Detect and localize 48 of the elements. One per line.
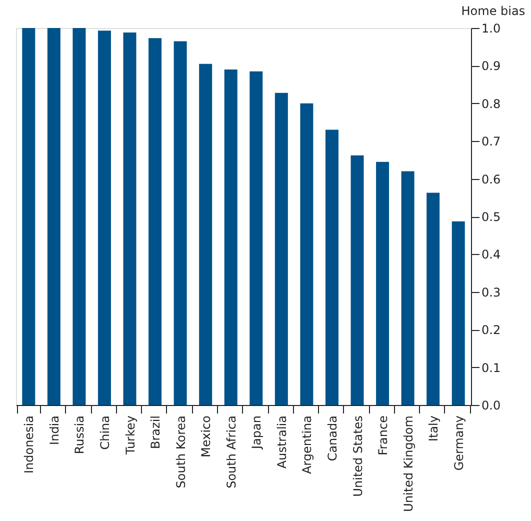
y-tick-label: 0.6: [482, 172, 501, 186]
bar: [350, 155, 364, 405]
x-tick-label: Brazil: [148, 416, 163, 449]
y-tick-label: 0.9: [482, 59, 501, 74]
y-tick-label: 0.4: [482, 248, 501, 262]
bar: [123, 32, 136, 405]
bar: [72, 28, 86, 405]
bar: [401, 171, 414, 405]
bar: [426, 192, 440, 405]
x-tick-label: Mexico: [199, 416, 214, 458]
x-tick-label: Turkey: [123, 416, 138, 456]
x-tick-label: Russia: [72, 416, 87, 454]
x-tick-label: Canada: [325, 416, 340, 462]
y-tick-label: 0.2: [482, 323, 501, 338]
x-tick-label: South Africa: [224, 416, 238, 488]
bar: [300, 103, 314, 405]
bar: [47, 28, 60, 405]
bar: [452, 221, 465, 405]
x-tick-label: Italy: [426, 416, 441, 442]
x-tick-label: United Kingdom: [401, 416, 416, 512]
bar: [174, 41, 187, 405]
y-tick-label: 0.3: [482, 285, 501, 300]
bar: [274, 92, 288, 405]
bar: [98, 30, 111, 405]
y-tick-label: 0.7: [482, 134, 501, 149]
y-tick-label: 0.1: [482, 360, 501, 375]
bar: [325, 130, 338, 405]
x-tick-label: Japan: [250, 416, 264, 450]
bar: [22, 28, 36, 405]
bar: [224, 69, 238, 405]
x-tick-label: United States: [350, 416, 365, 497]
y-tick-label: 0.8: [482, 96, 501, 111]
x-tick-label: India: [47, 416, 62, 445]
x-tick-label: South Korea: [174, 416, 188, 488]
y-tick-label: 0.0: [482, 398, 501, 412]
x-tick-label: China: [98, 416, 112, 450]
x-tick-label: Australia: [274, 416, 289, 469]
y-axis-title: Home bias: [461, 4, 526, 18]
bar: [148, 38, 162, 405]
y-tick-label: 0.5: [482, 210, 501, 224]
x-tick-label: France: [376, 416, 390, 456]
bar: [250, 71, 263, 405]
y-tick-label: 1.0: [482, 22, 501, 36]
x-tick-label: Germany: [452, 416, 466, 471]
bar: [376, 162, 390, 405]
x-tick-label: Indonesia: [22, 416, 36, 474]
x-tick-label: Argentina: [300, 416, 314, 474]
bar: [199, 64, 212, 405]
